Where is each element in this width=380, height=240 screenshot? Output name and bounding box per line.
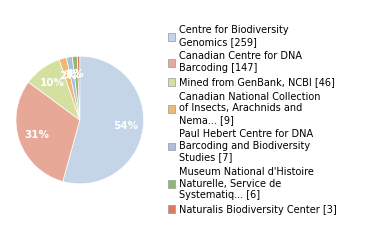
Text: 54%: 54%	[113, 121, 138, 131]
Wedge shape	[66, 57, 80, 120]
Text: 31%: 31%	[24, 130, 49, 140]
Wedge shape	[16, 82, 80, 181]
Wedge shape	[59, 58, 80, 120]
Text: 10%: 10%	[40, 78, 65, 88]
Wedge shape	[72, 56, 80, 120]
Text: 1%: 1%	[63, 70, 81, 80]
Wedge shape	[28, 60, 80, 120]
Wedge shape	[63, 56, 144, 184]
Text: 1%: 1%	[67, 69, 85, 79]
Legend: Centre for Biodiversity
Genomics [259], Canadian Centre for DNA
Barcoding [147],: Centre for Biodiversity Genomics [259], …	[168, 25, 337, 215]
Wedge shape	[77, 56, 80, 120]
Text: 2%: 2%	[59, 71, 76, 81]
